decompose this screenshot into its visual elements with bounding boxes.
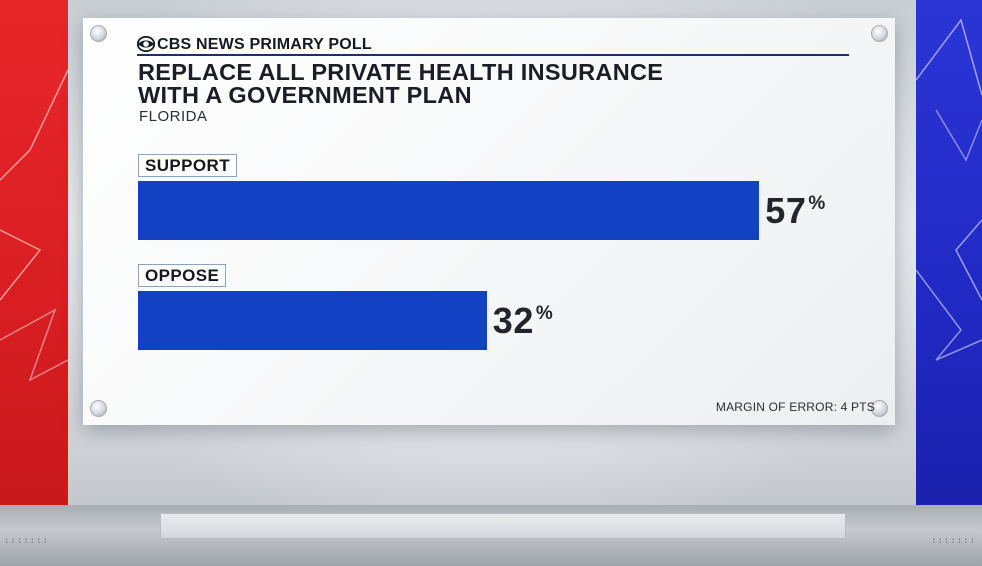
floor-vent-right: ::::::: [931, 536, 976, 546]
screw-icon [871, 400, 888, 417]
value-label-support: 57% [765, 191, 825, 231]
category-label-oppose: OPPOSE [138, 264, 227, 287]
cbs-eye-icon [137, 36, 155, 52]
bar-oppose [138, 291, 487, 350]
value-label-oppose: 32% [493, 301, 553, 341]
category-label-support: SUPPORT [138, 154, 237, 177]
red-side-wall [0, 0, 68, 505]
chart-subtitle: FLORIDA [139, 108, 208, 125]
value-percent-sign: % [808, 193, 826, 214]
bar-support [138, 181, 760, 240]
chart-title: REPLACE ALL PRIVATE HEALTH INSURANCE WIT… [138, 59, 664, 108]
floor-vent-left: ::::::: [4, 536, 49, 546]
floor-light-strip [160, 513, 846, 539]
blue-side-wall [916, 0, 982, 505]
poll-header-text: CBS NEWS PRIMARY POLL [157, 36, 372, 53]
screw-icon [90, 25, 107, 42]
poll-header: CBS NEWS PRIMARY POLL [137, 33, 849, 56]
margin-of-error: MARGIN OF ERROR: 4 PTS [715, 400, 875, 414]
value-percent-sign: % [535, 303, 553, 324]
star-outline-left-icon [0, 69, 68, 382]
value-number: 57 [765, 190, 807, 231]
star-outline-right-icon [916, 18, 982, 361]
value-number: 32 [492, 300, 534, 341]
poll-board: CBS NEWS PRIMARY POLL REPLACE ALL PRIVAT… [83, 18, 895, 425]
screw-icon [90, 400, 107, 417]
screw-icon [871, 25, 888, 42]
